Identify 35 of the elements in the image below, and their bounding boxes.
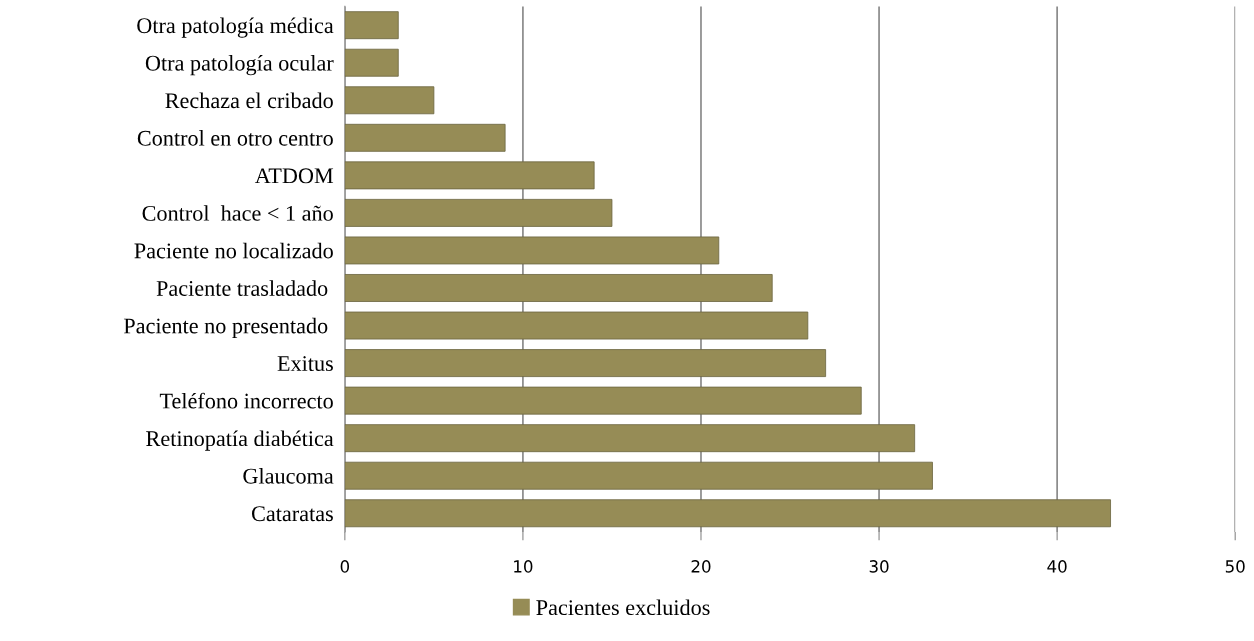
- y-tick-label: ATDOM: [254, 168, 334, 184]
- bar: [344, 311, 809, 340]
- bar: [344, 424, 916, 453]
- bar: [344, 161, 595, 190]
- bar: [344, 349, 827, 378]
- bar: [344, 11, 399, 40]
- x-tick-label: 30: [869, 560, 889, 573]
- y-tick-label: Paciente no localizado: [134, 242, 333, 259]
- y-tick-label: Control en otro centro: [137, 130, 333, 146]
- bar: [344, 386, 862, 415]
- y-tick-label: Rechaza el cribado: [165, 92, 333, 109]
- x-tick-label: 40: [1047, 560, 1067, 573]
- legend-label: Pacientes excluidos: [536, 599, 710, 616]
- bar: [344, 198, 613, 227]
- bar: [344, 236, 720, 265]
- bar: [344, 274, 773, 302]
- y-tick-label: Control hace < 1 año: [142, 205, 333, 221]
- y-tick-label: Cataratas: [251, 506, 333, 522]
- x-tick-label: 10: [514, 560, 533, 573]
- bar: [344, 48, 399, 77]
- y-tick-label: Teléfono incorrecto: [159, 392, 333, 409]
- bar: [344, 86, 435, 115]
- x-tick-label: 20: [691, 560, 711, 573]
- bar: [344, 499, 1111, 528]
- y-tick-label: Otra patología ocular: [145, 55, 334, 76]
- y-tick-label: Otra patología médica: [137, 17, 334, 38]
- bar: [344, 461, 933, 490]
- y-tick-label: Retinopatía diabética: [146, 430, 334, 451]
- bar: [344, 123, 506, 152]
- y-tick-label: Paciente trasladado: [156, 280, 328, 296]
- y-tick-label: Paciente no presentado: [123, 317, 328, 338]
- y-tick-label: Glaucoma: [243, 468, 334, 484]
- x-tick-label: 0: [340, 560, 350, 573]
- y-tick-label: Exitus: [277, 356, 333, 372]
- x-tick-label: 50: [1225, 560, 1245, 573]
